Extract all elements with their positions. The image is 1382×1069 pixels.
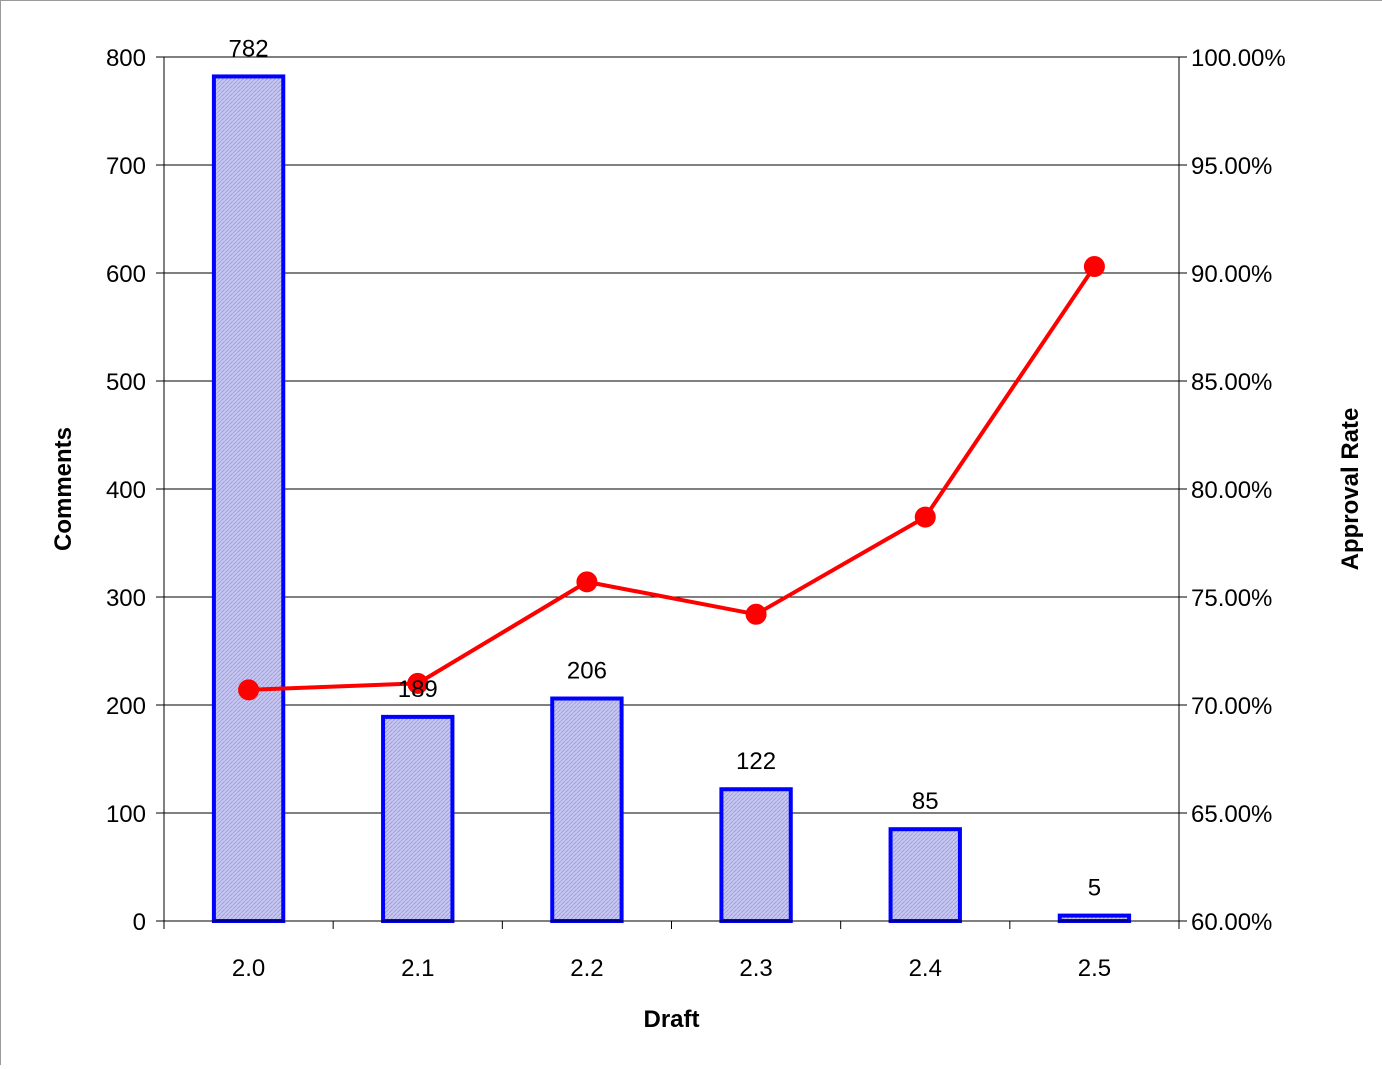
approval-point-2.5 bbox=[1083, 256, 1105, 278]
y-tick-label-7: 700 bbox=[106, 153, 146, 180]
approval-point-2.2 bbox=[576, 571, 598, 593]
x-tick-label-2.0: 2.0 bbox=[232, 955, 265, 982]
bar-value-label-2.4: 85 bbox=[912, 788, 939, 815]
bar-2.4 bbox=[888, 827, 962, 924]
bar-value-label-2.3: 122 bbox=[736, 748, 776, 775]
y-tick-label-4: 400 bbox=[106, 477, 146, 504]
y-tick-label-8: 800 bbox=[106, 45, 146, 72]
x-tick-label-2.3: 2.3 bbox=[739, 955, 772, 982]
gridlines bbox=[164, 56, 1179, 814]
y2-tick-label-5: 85.00% bbox=[1191, 369, 1272, 396]
y2-tick-label-7: 95.00% bbox=[1191, 153, 1272, 180]
bar-value-label-2.1: 189 bbox=[398, 676, 438, 703]
bar-value-label-2.0: 782 bbox=[229, 35, 269, 62]
y2-tick-label-3: 75.00% bbox=[1191, 585, 1272, 612]
x-tick-label-2.2: 2.2 bbox=[570, 955, 603, 982]
y-tick-label-0: 0 bbox=[133, 909, 146, 936]
y-tick-label-6: 600 bbox=[106, 261, 146, 288]
y-tick-label-1: 100 bbox=[106, 801, 146, 828]
bar-2.1 bbox=[381, 714, 455, 923]
bar-value-label-2.5: 5 bbox=[1088, 875, 1101, 902]
approval-rate-line bbox=[248, 265, 1097, 692]
x-tick-label-2.1: 2.1 bbox=[401, 955, 434, 982]
y2-tick-label-0: 60.00% bbox=[1191, 909, 1272, 936]
y2-tick-label-2: 70.00% bbox=[1191, 693, 1272, 720]
approval-point-2.3 bbox=[745, 603, 767, 625]
x-tick-label-2.5: 2.5 bbox=[1078, 955, 1111, 982]
bar-series bbox=[211, 74, 1132, 924]
approval-point-2.0 bbox=[238, 679, 260, 701]
y2-tick-label-1: 65.00% bbox=[1191, 801, 1272, 828]
y2-tick-label-8: 100.00% bbox=[1191, 45, 1286, 72]
x-tick-label-2.4: 2.4 bbox=[909, 955, 942, 982]
bar-2.3 bbox=[719, 787, 793, 923]
y2-tick-label-6: 90.00% bbox=[1191, 261, 1272, 288]
y2-tick-label-4: 80.00% bbox=[1191, 477, 1272, 504]
y-axis-title: Comments bbox=[50, 427, 77, 551]
axes bbox=[156, 56, 1187, 929]
bar-2.2 bbox=[550, 696, 624, 924]
approval-point-2.4 bbox=[914, 506, 936, 528]
bar-value-label-2.2: 206 bbox=[567, 658, 607, 685]
line-series bbox=[238, 256, 1105, 701]
approval-point-2.1 bbox=[407, 672, 429, 694]
y-tick-label-3: 300 bbox=[106, 585, 146, 612]
x-axis-title: Draft bbox=[643, 1006, 699, 1033]
y2-axis-title: Approval Rate bbox=[1337, 408, 1364, 571]
y-tick-label-5: 500 bbox=[106, 369, 146, 396]
bar-2.5 bbox=[1057, 913, 1132, 923]
bar-2.0 bbox=[211, 74, 286, 923]
y-tick-label-2: 200 bbox=[106, 693, 146, 720]
labels: 0 100 200 300 400 500 600 700 800 60.00% 65.00% 70.… bbox=[106, 35, 1286, 982]
